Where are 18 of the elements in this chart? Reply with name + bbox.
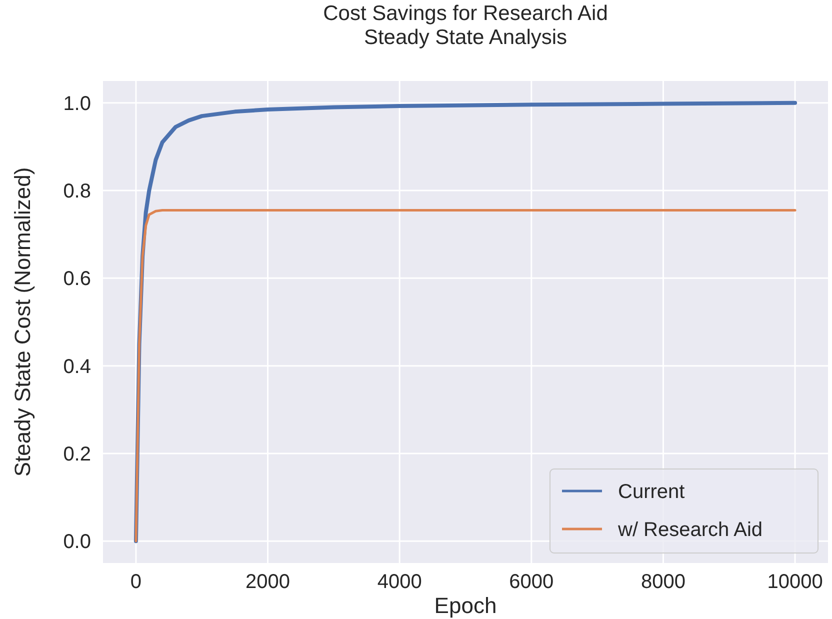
x-tick-label: 8000 [640, 571, 686, 593]
legend-label: Current [618, 481, 686, 503]
chart-title: Cost Savings for Research Aid Steady State Analysis [323, 2, 608, 49]
x-tick-label: 0 [130, 571, 142, 593]
x-tick-label: 2000 [246, 571, 290, 593]
x-tick-label: 4000 [377, 571, 422, 593]
y-tick-label: 0.8 [63, 180, 91, 203]
y-axis-title: Steady State Cost (Normalized) [10, 167, 35, 477]
x-axis-title: Epoch [434, 593, 497, 618]
line-series [134, 209, 796, 542]
y-tick-label: 1.0 [63, 92, 91, 115]
legend-label: w/ Research Aid [617, 519, 763, 541]
y-tick-label: 0.4 [63, 356, 91, 378]
y-tick-label: 0.2 [63, 443, 91, 466]
x-tick-label: 6000 [509, 571, 554, 593]
x-tick-label: 10000 [767, 571, 823, 593]
y-tick-label: 0.6 [63, 268, 91, 290]
y-tick-label: 0.0 [63, 531, 91, 554]
